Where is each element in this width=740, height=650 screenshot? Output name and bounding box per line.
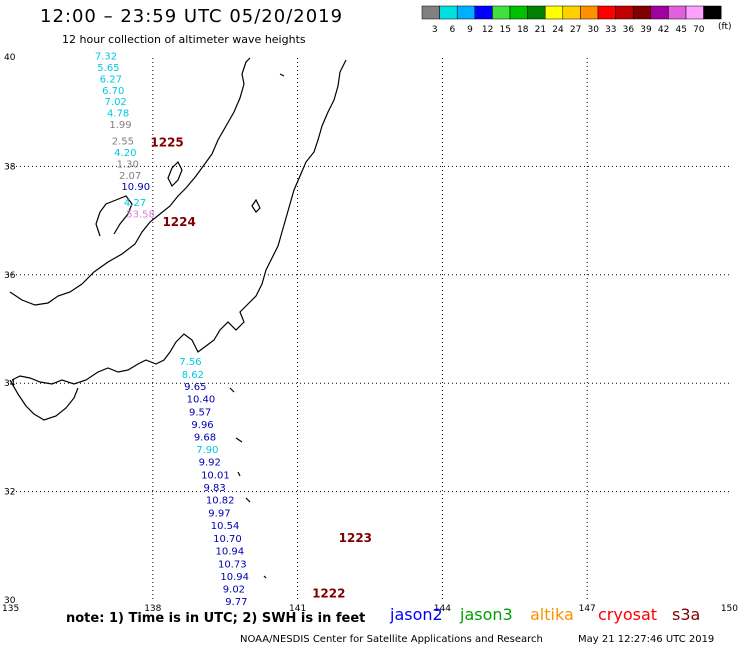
footer-credit: NOAA/NESDIS Center for Satellite Applica…	[240, 634, 543, 645]
latitude-label: 40	[4, 53, 16, 63]
wave-height-value: 10.94	[220, 572, 249, 583]
footer-note: note: 1) Time is in UTC; 2) SWH is in fe…	[66, 611, 366, 626]
wave-height-value: 4.20	[114, 148, 136, 159]
latitude-label: 36	[4, 271, 16, 281]
satellite-label-cryosat: cryosat	[598, 605, 658, 624]
legend-tick-label: 18	[517, 25, 529, 35]
legend-tick-label: 6	[450, 25, 456, 35]
coastline-noto	[95, 195, 133, 237]
coastline-east	[11, 59, 347, 385]
wave-height-value: 9.02	[223, 584, 245, 595]
legend-tick-label: 24	[552, 25, 564, 35]
satellite-label-jason3: jason3	[460, 605, 513, 624]
wave-height-value: 9.96	[191, 420, 213, 431]
wave-height-value: 10.01	[201, 471, 230, 482]
wave-height-value: 1.99	[109, 120, 131, 131]
longitude-label: 150	[721, 604, 738, 614]
legend-tick-label: 39	[640, 25, 652, 35]
legend-tick-label: 70	[693, 25, 705, 35]
track-time-marker: 1224	[162, 215, 195, 229]
wave-height-value: 7.02	[105, 97, 127, 108]
legend-swatches: 3 6 9 12 15 18 21 24 27 30 33 36 39 42 45 70	[421, 5, 722, 35]
longitude-label: 144	[434, 604, 451, 614]
wave-height-value: 5.65	[97, 63, 119, 74]
wave-height-value: 10.94	[216, 546, 245, 557]
page-title: 12:00 – 23:59 UTC 05/20/2019	[40, 6, 344, 27]
coastline	[9, 57, 347, 579]
longitude-label: 138	[144, 604, 161, 614]
wave-height-value: 7.32	[95, 52, 117, 63]
wave-height-value: 9.92	[199, 458, 221, 469]
wave-height-value: 2.07	[119, 171, 141, 182]
wave-height-value: 9.83	[203, 483, 225, 494]
legend-tick-label: 12	[482, 25, 493, 35]
legend-tick-label: 45	[675, 25, 686, 35]
longitude-label: 141	[289, 604, 306, 614]
legend-tick-label: 9	[467, 25, 473, 35]
wave-height-value: 10.90	[121, 182, 150, 193]
legend-unit: (ft)	[718, 22, 732, 32]
footer-timestamp: May 21 12:27:46 UTC 2019	[578, 634, 715, 645]
track-time-marker: 1223	[339, 531, 372, 545]
latitude-label: 38	[4, 162, 16, 172]
legend-tick-label: 33	[605, 25, 616, 35]
wave-height-value: 10.82	[206, 496, 235, 507]
latitude-label: 32	[4, 488, 15, 498]
wave-height-value: 4.27	[124, 198, 146, 209]
wave-height-value: 6.27	[100, 74, 122, 85]
legend-swatch	[703, 5, 722, 20]
legend-tick-label: 30	[587, 25, 599, 35]
sado-island	[167, 160, 183, 188]
page-subtitle: 12 hour collection of altimeter wave hei…	[62, 33, 306, 46]
track-time-marker: 1225	[150, 135, 183, 149]
wave-height-value: 9.57	[189, 408, 211, 419]
satellite-label-s3a: s3a	[672, 605, 701, 624]
wave-height-value: 7.56	[179, 357, 201, 368]
legend-tick-label: 3	[432, 25, 438, 35]
legend-tick-label: 27	[570, 25, 581, 35]
coastline-kii	[9, 379, 79, 421]
longitude-label: 135	[2, 604, 19, 614]
legend-tick-label: 42	[658, 25, 669, 35]
izu-islands	[229, 73, 285, 579]
wave-height-value: 9.68	[194, 433, 216, 444]
observations-south-track: 7.56 8.629.65 10.40 9.579.96 9.687.90 9.92 10.…	[179, 357, 249, 608]
coastline-west	[9, 57, 251, 306]
satellite-label-altika: altika	[530, 605, 574, 624]
latitude-label: 34	[4, 379, 16, 389]
wave-height-value: 9.65	[184, 382, 206, 393]
legend-tick-label: 15	[499, 25, 510, 35]
legend-tick-label: 21	[535, 25, 546, 35]
wave-height-value: 10.73	[218, 559, 247, 570]
latitude-label: 30	[4, 596, 16, 606]
wave-height-value: 10.54	[211, 521, 240, 532]
legend-tick-label: 36	[623, 25, 635, 35]
wave-height-value: 1.30	[117, 159, 139, 170]
wave-height-value: 53.58	[126, 209, 155, 220]
wave-height-value: 9.97	[208, 509, 230, 520]
wave-height-value: 9.77	[225, 597, 247, 608]
wave-height-value: 10.70	[213, 534, 242, 545]
wave-height-value: 10.40	[187, 395, 216, 406]
wave-height-value: 4.78	[107, 109, 129, 120]
wave-height-value: 2.55	[112, 137, 134, 148]
track-time-marker: 1222	[312, 586, 345, 600]
lake	[251, 198, 261, 213]
longitude-label: 147	[579, 604, 596, 614]
observations-north-track: 7.325.656.276.707.024.781.99 2.554.201.30…	[95, 52, 155, 221]
satellite-label-jason2: jason2	[390, 605, 443, 624]
track-markers: 1225 1224 1223 1222	[150, 135, 372, 600]
wave-height-value: 7.90	[196, 445, 218, 456]
wave-height-value: 6.70	[102, 86, 124, 97]
wave-height-value: 8.62	[182, 370, 204, 381]
